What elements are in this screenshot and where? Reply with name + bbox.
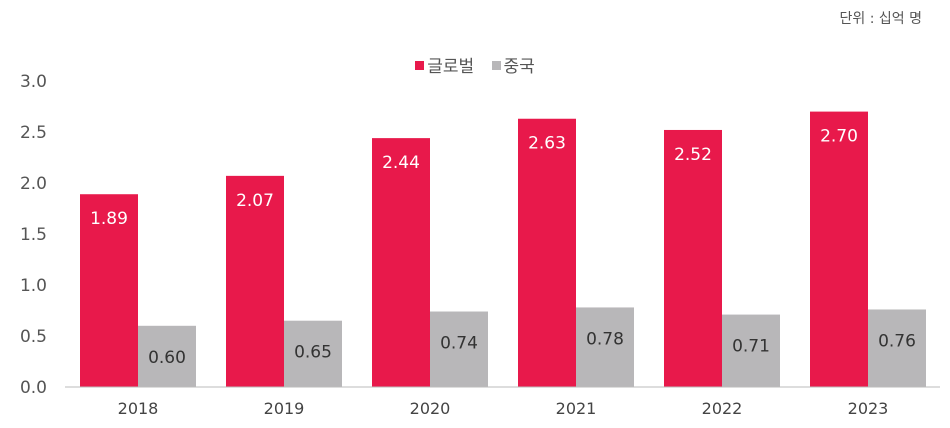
data-label: 0.76 bbox=[878, 331, 916, 351]
data-label: 2.70 bbox=[820, 127, 858, 147]
legend-label-global: 글로벌 bbox=[427, 57, 475, 77]
legend-swatch-global bbox=[415, 60, 425, 70]
y-tick-label: 0.0 bbox=[20, 378, 47, 398]
bar-china bbox=[430, 311, 488, 387]
y-tick-label: 3.0 bbox=[20, 72, 47, 92]
data-label: 2.07 bbox=[236, 191, 274, 211]
bar-china bbox=[868, 309, 926, 387]
y-tick-label: 0.5 bbox=[20, 327, 47, 347]
data-label: 0.60 bbox=[148, 348, 186, 368]
unit-label: 단위 : 십억 명 bbox=[839, 11, 922, 27]
bar-china bbox=[576, 307, 634, 387]
y-tick-label: 1.0 bbox=[20, 276, 47, 296]
data-label: 2.52 bbox=[674, 145, 712, 165]
bar-china bbox=[722, 314, 780, 387]
x-tick-label: 2023 bbox=[848, 399, 889, 418]
legend: 글로벌 중국 bbox=[0, 52, 950, 77]
y-tick-label: 2.0 bbox=[20, 174, 47, 194]
data-label: 0.78 bbox=[586, 329, 624, 349]
data-label: 0.65 bbox=[294, 343, 332, 363]
x-tick-label: 2019 bbox=[264, 399, 305, 418]
bar-global bbox=[664, 129, 722, 387]
data-label: 2.44 bbox=[382, 153, 420, 173]
bar-global bbox=[80, 194, 138, 387]
x-tick-label: 2022 bbox=[702, 399, 743, 418]
data-label: 0.74 bbox=[440, 334, 478, 354]
bar-global bbox=[226, 175, 284, 387]
bar-china bbox=[138, 325, 196, 387]
bar-china bbox=[284, 320, 342, 387]
x-tick-label: 2018 bbox=[118, 399, 159, 418]
bar-global bbox=[372, 138, 430, 387]
bar-global bbox=[810, 111, 868, 387]
legend-item-global: 글로벌 bbox=[415, 57, 474, 77]
y-tick-label: 1.5 bbox=[20, 225, 47, 245]
legend-item-china: 중국 bbox=[491, 57, 535, 77]
x-tick-label: 2020 bbox=[410, 399, 451, 418]
bar-global bbox=[518, 118, 576, 388]
legend-label-china: 중국 bbox=[503, 57, 535, 77]
y-tick-label: 2.5 bbox=[20, 123, 47, 143]
legend-swatch-china bbox=[491, 60, 501, 70]
x-tick-label: 2021 bbox=[556, 399, 597, 418]
data-label: 2.63 bbox=[528, 134, 566, 154]
data-label: 1.89 bbox=[90, 209, 128, 229]
data-label: 0.71 bbox=[732, 337, 770, 357]
